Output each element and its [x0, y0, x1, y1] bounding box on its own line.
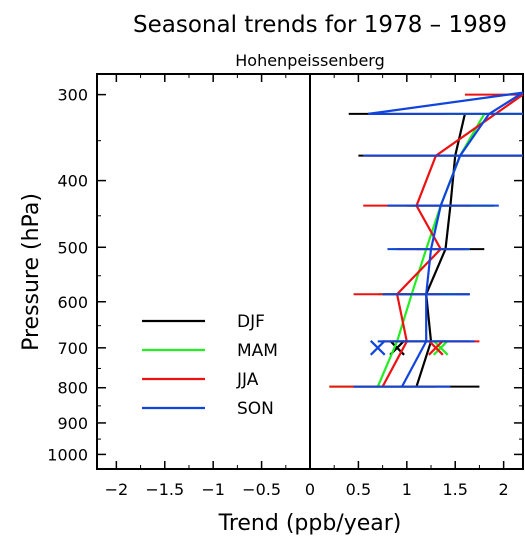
legend-label: MAM	[237, 341, 278, 361]
y-tick-label: 900	[57, 414, 88, 433]
x-tick-label: 0.5	[346, 480, 371, 499]
series-line	[367, 91, 524, 388]
mean-marker	[432, 340, 449, 356]
legend-label: JJA	[236, 370, 259, 390]
y-tick-label: 800	[57, 379, 88, 398]
mean-marker	[369, 340, 386, 356]
chart-subtitle: Hohenpeissenberg	[235, 51, 385, 70]
series-son	[353, 91, 524, 388]
x-tick-label: 1	[402, 480, 412, 499]
x-tick-label: 2	[499, 480, 509, 499]
x-axis-label: Trend (ppb/year)	[218, 511, 402, 536]
x-tick-label: 1.5	[443, 480, 468, 499]
y-tick-label: 1000	[47, 445, 88, 464]
y-tick-label: 500	[57, 238, 88, 257]
chart-title: Seasonal trends for 1978 – 1989	[133, 12, 507, 38]
y-tick-label: 700	[57, 339, 88, 358]
x-tick-label: 0	[305, 480, 315, 499]
x-tick-label: −1	[201, 480, 225, 499]
x-tick-label: −0.5	[242, 480, 281, 499]
legend-label: SON	[237, 399, 274, 419]
y-axis: 300 400 500 600 700 800 900 1000	[47, 86, 523, 464]
mean-marker	[428, 340, 444, 356]
y-tick-label: 600	[57, 293, 88, 312]
y-tick-label: 400	[57, 172, 88, 191]
y-tick-label: 300	[57, 86, 88, 105]
x-axis: −2 −1.5 −1 −0.5 0 0.5 1 1.5 2	[105, 74, 509, 499]
series-group	[329, 91, 524, 388]
legend: DJF MAM JJA SON	[142, 312, 278, 419]
y-axis-label: Pressure (hPa)	[19, 193, 44, 351]
x-tick-label: −2	[105, 480, 129, 499]
x-tick-label: −1.5	[145, 480, 184, 499]
legend-label: DJF	[237, 312, 265, 332]
